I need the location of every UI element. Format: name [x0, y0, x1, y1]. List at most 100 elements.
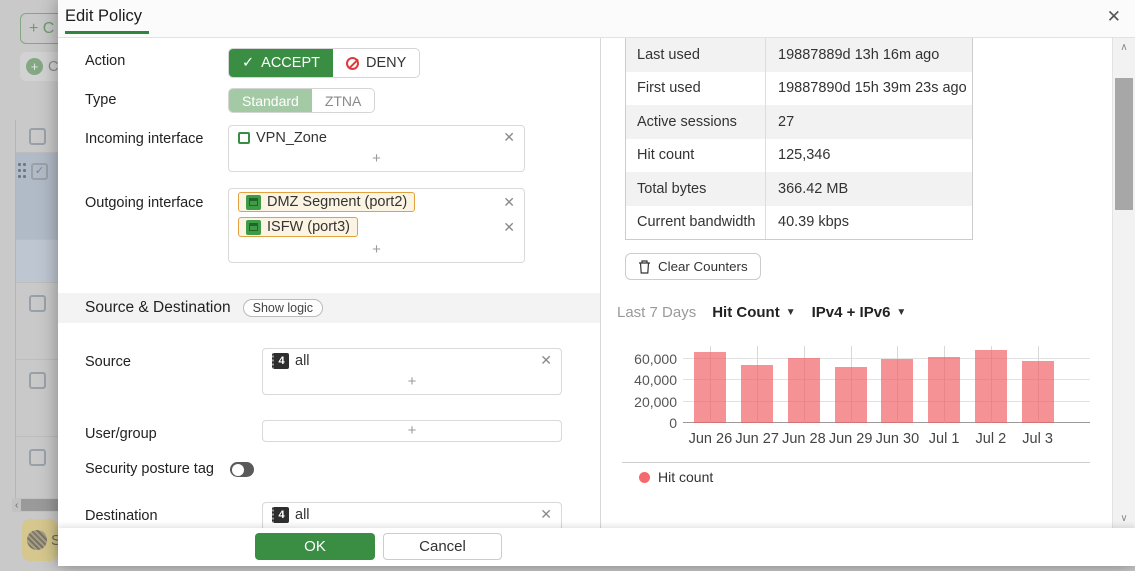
chart-range-label: Last 7 Days — [617, 304, 697, 321]
row-checkbox[interactable] — [29, 449, 46, 466]
vertical-scrollbar[interactable]: ∧ ∨ — [1112, 38, 1135, 528]
incoming-interface-field[interactable]: VPN_Zone ✕ + — [228, 125, 525, 172]
row-checkbox-checked[interactable]: ✓ — [31, 163, 48, 180]
stats-label: Active sessions — [626, 105, 766, 139]
stats-value: 366.42 MB — [778, 180, 849, 197]
ip-family-dropdown[interactable]: IPv4 + IPv6 ▼ — [812, 304, 907, 321]
chevron-down-icon: ▼ — [785, 307, 796, 318]
dialog-header: Edit Policy ✕ — [58, 0, 1135, 38]
drag-handle-icon[interactable] — [18, 163, 27, 179]
chevron-down-icon: ▼ — [896, 307, 907, 318]
legend-dot — [639, 471, 650, 483]
field-entry[interactable]: 4 all ✕ — [263, 349, 561, 371]
stats-value: 27 — [778, 113, 795, 130]
dialog-title: Edit Policy — [65, 7, 143, 25]
table-row[interactable] — [16, 360, 58, 437]
deny-button[interactable]: DENY — [333, 49, 419, 77]
metric-dropdown[interactable]: Hit Count ▼ — [712, 304, 795, 321]
ok-button[interactable]: OK — [255, 533, 375, 560]
row-checkbox[interactable] — [29, 128, 46, 145]
scroll-up-icon[interactable]: ∧ — [1120, 42, 1128, 53]
row-checkbox[interactable] — [29, 295, 46, 312]
destination-field[interactable]: 4 all ✕ — [262, 502, 562, 528]
add-outgoing-interface-button[interactable]: + — [372, 241, 381, 258]
remove-entry-icon[interactable]: ✕ — [503, 193, 515, 210]
scrollbar-thumb[interactable] — [21, 499, 58, 511]
table-row-highlight[interactable] — [16, 240, 58, 283]
x-axis-tick-label: Jun 28 — [782, 431, 826, 447]
stats-row: Active sessions 27 — [626, 105, 972, 139]
field-entry[interactable]: ISFW (port3) ✕ — [229, 214, 524, 239]
hit-count-bar[interactable] — [1021, 360, 1054, 423]
stats-value: 125,346 — [778, 147, 831, 164]
add-incoming-interface-button[interactable]: + — [372, 150, 381, 167]
security-posture-toggle[interactable] — [230, 462, 254, 477]
clear-counters-button[interactable]: Clear Counters — [625, 253, 761, 280]
y-axis-tick-label: 0 — [669, 415, 677, 431]
plus-circle-icon: + — [26, 58, 43, 75]
hit-count-bar[interactable] — [974, 350, 1007, 423]
entry-label: DMZ Segment (port2) — [267, 194, 408, 210]
scrollbar-thumb[interactable] — [1115, 78, 1133, 210]
stats-row: Current bandwidth 40.39 kbps — [626, 205, 972, 239]
y-axis-tick-label: 40,000 — [634, 372, 677, 389]
clone-label: C — [48, 58, 59, 75]
stats-row: Last used 19887889d 13h 16m ago — [626, 38, 972, 72]
ipv4-address-icon: 4 — [272, 352, 289, 369]
create-new-button[interactable]: + C — [20, 13, 60, 44]
remove-entry-icon[interactable]: ✕ — [540, 352, 552, 368]
hit-count-bar[interactable] — [928, 356, 961, 423]
hit-count-bar[interactable] — [787, 357, 820, 423]
legend-divider — [622, 462, 1090, 463]
row-checkbox[interactable] — [29, 372, 46, 389]
stats-label: Current bandwidth — [626, 205, 766, 239]
type-ztna-button[interactable]: ZTNA — [312, 89, 375, 112]
hit-count-bar[interactable] — [834, 366, 867, 423]
interface-chip[interactable]: DMZ Segment (port2) — [238, 192, 416, 212]
trash-icon — [639, 260, 650, 274]
remove-entry-icon[interactable]: ✕ — [503, 129, 515, 145]
action-label: Action — [85, 53, 126, 69]
add-user-group-button[interactable]: + — [407, 422, 417, 439]
ipv4-address-icon: 4 — [272, 506, 289, 523]
clone-button[interactable]: + C — [20, 52, 60, 81]
close-icon[interactable]: ✕ — [1106, 7, 1121, 26]
show-logic-button[interactable]: Show logic — [242, 299, 324, 317]
type-label: Type — [85, 92, 117, 108]
field-entry[interactable]: 4 all ✕ — [263, 503, 561, 525]
hit-count-bar[interactable] — [694, 352, 727, 423]
entry-label: VPN_Zone — [256, 129, 327, 146]
scroll-left-icon[interactable]: ‹ — [15, 499, 19, 511]
stats-label: Last used — [626, 38, 766, 72]
ethernet-port-icon — [246, 219, 261, 235]
cancel-button[interactable]: Cancel — [383, 533, 502, 560]
stats-label: First used — [626, 71, 766, 105]
table-row[interactable] — [16, 283, 58, 360]
table-row[interactable] — [16, 120, 58, 153]
field-entry[interactable]: VPN_Zone ✕ — [229, 126, 524, 148]
table-row-selected[interactable]: ✓ — [16, 153, 58, 240]
add-source-button[interactable]: + — [407, 373, 417, 390]
remove-entry-icon[interactable]: ✕ — [540, 506, 552, 522]
zone-icon — [238, 131, 250, 144]
user-group-field[interactable]: + — [262, 420, 562, 442]
hit-count-bar[interactable] — [741, 364, 774, 423]
metric-label: Hit Count — [712, 304, 780, 321]
type-standard-button[interactable]: Standard — [229, 89, 312, 112]
table-row[interactable] — [16, 437, 58, 499]
security-fabric-badge[interactable]: S — [22, 519, 61, 561]
hit-count-bar[interactable] — [881, 359, 914, 423]
stats-value: 19887889d 13h 16m ago — [778, 46, 940, 63]
ethernet-port-icon — [246, 194, 261, 210]
horizontal-scrollbar[interactable]: ‹ — [12, 498, 58, 512]
y-axis-tick-label: 60,000 — [634, 350, 677, 367]
remove-entry-icon[interactable]: ✕ — [503, 218, 515, 235]
x-axis-tick-label: Jun 29 — [828, 431, 873, 447]
field-entry[interactable]: DMZ Segment (port2) ✕ — [229, 189, 524, 214]
interface-chip[interactable]: ISFW (port3) — [238, 217, 358, 237]
policy-table: ✓ — [15, 120, 58, 500]
scroll-down-icon[interactable]: ∨ — [1120, 513, 1128, 524]
accept-button[interactable]: ✓ ACCEPT — [229, 49, 333, 77]
outgoing-interface-field[interactable]: DMZ Segment (port2) ✕ ISFW (port3) ✕ + — [228, 188, 525, 263]
source-field[interactable]: 4 all ✕ + — [262, 348, 562, 395]
